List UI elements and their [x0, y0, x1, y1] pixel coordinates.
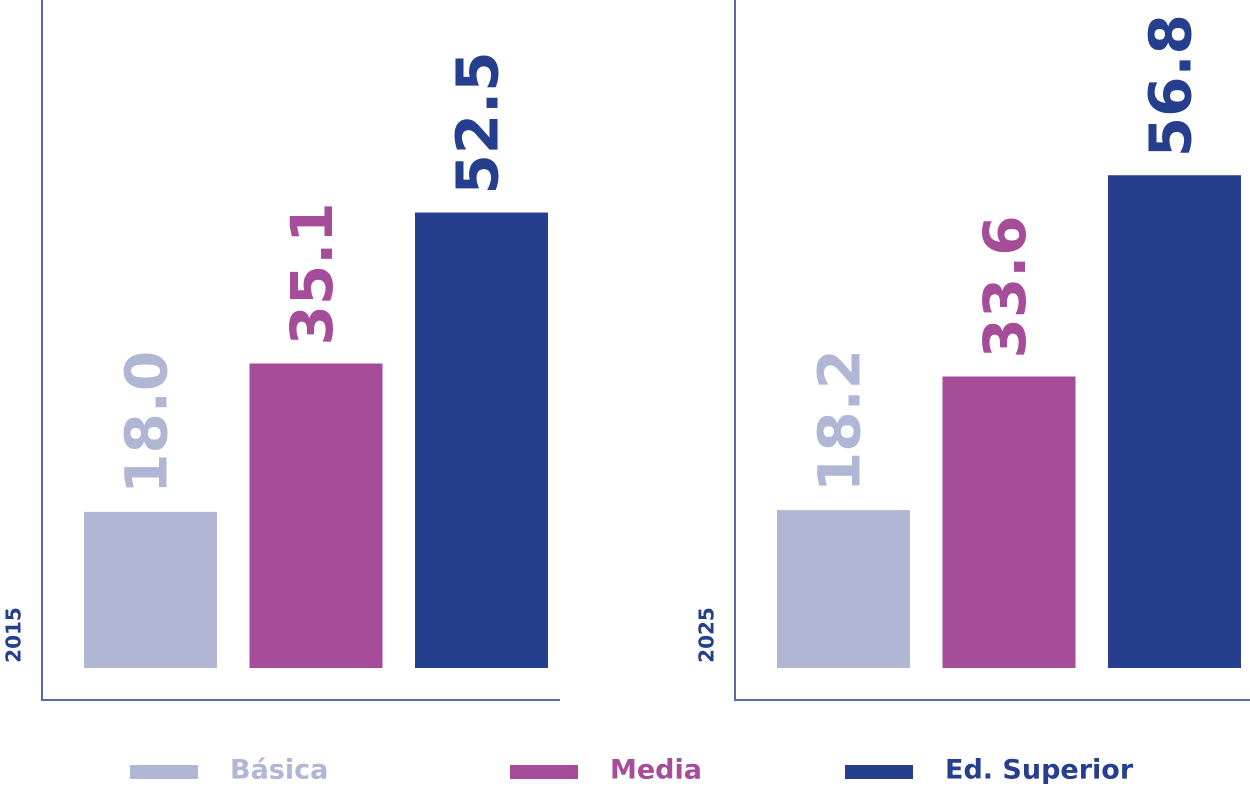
value-label: 18.2: [806, 349, 874, 492]
legend-swatch: [845, 765, 913, 779]
bar: [84, 511, 217, 668]
bar: [415, 212, 548, 668]
bar: [777, 510, 910, 668]
value-label: 35.1: [278, 202, 346, 345]
value-label: 52.5: [444, 51, 512, 194]
panel-label: 2025: [695, 607, 719, 663]
bar: [249, 363, 383, 668]
value-label: 56.8: [1137, 14, 1205, 157]
legend-label: Media: [610, 755, 702, 786]
legend-swatch: [510, 765, 578, 779]
legend-swatch: [130, 765, 198, 779]
legend-label: Ed. Superior: [945, 755, 1134, 786]
bar: [1108, 175, 1241, 668]
panel-label: 2015: [2, 607, 26, 663]
value-label: 33.6: [971, 215, 1039, 358]
bar: [942, 376, 1076, 668]
value-label: 18.0: [113, 351, 181, 494]
legend-label: Básica: [230, 755, 328, 786]
